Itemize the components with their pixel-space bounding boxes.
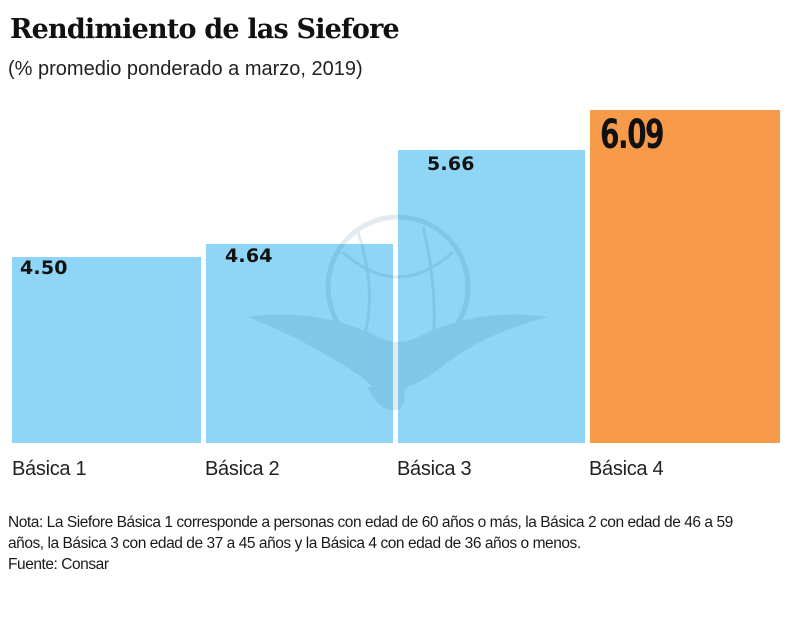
- bars-container: [12, 110, 780, 443]
- plot-area: 4.50 4.64 5.66 6.09: [12, 110, 780, 443]
- bar-value-label-basica-2: 4.64: [225, 245, 273, 267]
- chart-subtitle: (% promedio ponderado a marzo, 2019): [8, 58, 363, 80]
- chart-title: Rendimiento de las Siefore: [10, 14, 400, 45]
- category-label-basica-4: Básica 4: [589, 458, 664, 480]
- bar-basica-4: [590, 110, 780, 443]
- bar-basica-2: [206, 244, 393, 443]
- footnote: Nota: La Siefore Básica 1 corresponde a …: [8, 512, 738, 575]
- source-text: Fuente: Consar: [8, 556, 109, 573]
- note-text: Nota: La Siefore Básica 1 corresponde a …: [8, 514, 733, 552]
- bar-value-label-basica-4: 6.09: [600, 112, 665, 158]
- bar-basica-3: [398, 150, 585, 443]
- bar-basica-1: [12, 257, 201, 443]
- category-label-basica-3: Básica 3: [397, 458, 472, 480]
- category-label-basica-2: Básica 2: [205, 458, 280, 480]
- bar-value-label-basica-3: 5.66: [427, 153, 475, 175]
- category-label-basica-1: Básica 1: [12, 458, 87, 480]
- bar-value-label-basica-1: 4.50: [20, 257, 68, 279]
